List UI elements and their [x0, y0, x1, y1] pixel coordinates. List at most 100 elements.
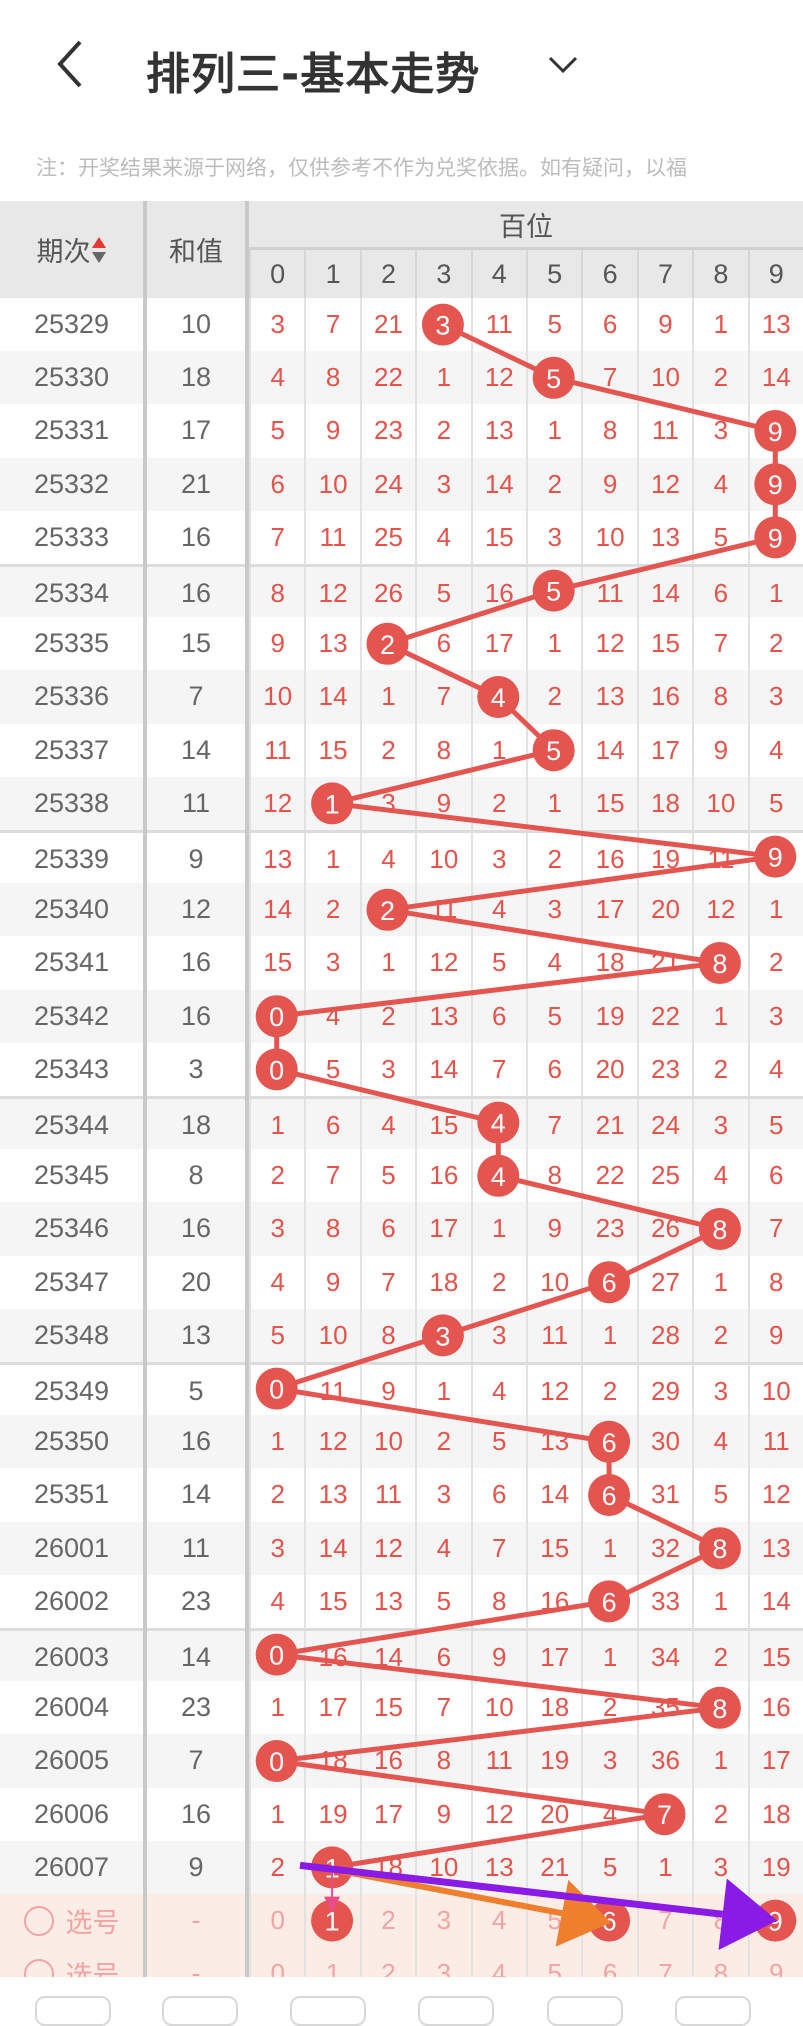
- miss-cell: 3: [692, 404, 747, 458]
- select-toggle[interactable]: 选号: [0, 1894, 143, 1947]
- miss-cell: 7: [304, 1149, 359, 1203]
- sum-cell: 12: [180, 894, 212, 925]
- miss-cell: 2: [747, 617, 803, 671]
- select-digit-1[interactable]: [304, 1894, 359, 1948]
- miss-cell: 1: [747, 567, 803, 621]
- hit-cell: [470, 670, 526, 724]
- select-digit-2[interactable]: 2: [359, 1947, 415, 1977]
- radio-icon[interactable]: [23, 1905, 54, 1936]
- miss-cell: 8: [415, 1734, 470, 1788]
- select-digit-2[interactable]: 2: [359, 1894, 415, 1948]
- select-digit-3[interactable]: 3: [415, 1947, 470, 1977]
- miss-cell: 10: [249, 670, 304, 724]
- miss-cell: 8: [581, 404, 636, 458]
- select-digit-5[interactable]: 5: [526, 1947, 581, 1977]
- table-row: 26006 16 1 19 17 9 12 20 4 2 18: [0, 1787, 803, 1841]
- chevron-left-icon[interactable]: [50, 38, 90, 90]
- select-digit-4[interactable]: 4: [470, 1947, 526, 1977]
- miss-cell: 11: [636, 404, 692, 458]
- miss-cell: 2: [747, 936, 803, 990]
- miss-cell: 12: [470, 1787, 526, 1841]
- miss-cell: 12: [581, 617, 636, 671]
- miss-cell: 1: [526, 617, 581, 671]
- miss-cell: 5: [581, 1840, 636, 1894]
- miss-cell: 2: [470, 1255, 526, 1309]
- select-digit-9[interactable]: 9: [747, 1947, 803, 1977]
- digit-column-header: 4: [470, 250, 526, 298]
- miss-cell: 16: [359, 1734, 415, 1788]
- miss-cell: 8: [304, 1202, 359, 1256]
- miss-cell: 3: [470, 833, 526, 887]
- select-digit-7[interactable]: 7: [636, 1947, 692, 1977]
- chevron-down-icon[interactable]: [546, 52, 580, 76]
- bottom-button[interactable]: [290, 1996, 366, 2026]
- miss-cell: 3: [692, 1840, 747, 1894]
- miss-cell: 2: [526, 833, 581, 887]
- table-row: 25342 16 4 2 13 6 5 19 22 1 3: [0, 989, 803, 1043]
- select-digit-5[interactable]: 5: [526, 1894, 581, 1948]
- miss-cell: 26: [636, 1202, 692, 1256]
- miss-cell: 1: [692, 1574, 747, 1628]
- miss-cell: 3: [692, 1099, 747, 1153]
- period-header[interactable]: 期次: [0, 201, 143, 298]
- table-row: 25334 16 8 12 26 5 16 11 14 6 1: [0, 564, 803, 621]
- period-cell: 26005: [33, 1745, 110, 1776]
- select-toggle[interactable]: 选号: [0, 1947, 143, 1977]
- miss-cell: 1: [470, 1202, 526, 1256]
- miss-cell: 18: [747, 1787, 803, 1841]
- miss-cell: 14: [526, 1468, 581, 1522]
- miss-cell: 7: [415, 1681, 470, 1735]
- select-digit-0[interactable]: 0: [249, 1894, 304, 1948]
- bottom-button[interactable]: [675, 1996, 751, 2026]
- miss-cell: 15: [304, 1574, 359, 1628]
- miss-cell: 2: [470, 776, 526, 830]
- select-digit-1[interactable]: 1: [304, 1947, 359, 1977]
- select-digit-7[interactable]: 7: [636, 1894, 692, 1948]
- miss-cell: 7: [359, 1255, 415, 1309]
- miss-cell: 18: [359, 1840, 415, 1894]
- bottom-button[interactable]: [547, 1996, 623, 2026]
- miss-cell: 6: [249, 457, 304, 511]
- hit-cell: [581, 1255, 636, 1309]
- page-title[interactable]: 排列三-基本走势: [146, 49, 481, 100]
- miss-cell: 14: [747, 1574, 803, 1628]
- miss-cell: 10: [581, 510, 636, 564]
- miss-cell: 9: [304, 1255, 359, 1309]
- select-digit-8[interactable]: 8: [692, 1894, 747, 1948]
- miss-cell: 3: [415, 457, 470, 511]
- bottom-button[interactable]: [35, 1996, 111, 2026]
- period-cell: 25346: [33, 1213, 110, 1244]
- bottom-button[interactable]: [418, 1996, 494, 2026]
- miss-cell: 12: [636, 457, 692, 511]
- miss-cell: 6: [692, 567, 747, 621]
- divider: [249, 247, 803, 250]
- miss-cell: 28: [636, 1308, 692, 1362]
- miss-cell: 8: [747, 1255, 803, 1309]
- select-digit-4[interactable]: 4: [470, 1894, 526, 1948]
- miss-cell: 4: [249, 1255, 304, 1309]
- select-digit-9[interactable]: [747, 1894, 803, 1948]
- period-cell: 25330: [33, 362, 110, 393]
- miss-cell: 25: [359, 510, 415, 564]
- miss-cell: 12: [470, 351, 526, 405]
- digit-column-header: 9: [747, 250, 803, 298]
- select-digit-0[interactable]: 0: [249, 1947, 304, 1977]
- miss-cell: 9: [304, 404, 359, 458]
- bottom-button[interactable]: [162, 1996, 238, 2026]
- table-row: 25330 18 4 8 22 1 12 7 10 2 14: [0, 351, 803, 405]
- table-row: 25346 16 3 8 6 17 1 9 23 26 7: [0, 1202, 803, 1256]
- table-row: 25332 21 6 10 24 3 14 2 9 12 4: [0, 457, 803, 511]
- select-digit-3[interactable]: 3: [415, 1894, 470, 1948]
- select-digit-6[interactable]: 6: [581, 1947, 636, 1977]
- miss-cell: 15: [359, 1681, 415, 1735]
- radio-icon[interactable]: [23, 1958, 54, 1977]
- table-row: 25340 12 14 2 11 4 3 17 20 12 1: [0, 883, 803, 937]
- sum-cell: 16: [180, 1213, 212, 1244]
- table-row: 25351 14 2 13 11 3 6 14 31 5 12: [0, 1468, 803, 1522]
- miss-cell: 16: [470, 567, 526, 621]
- select-digit-8[interactable]: 8: [692, 1947, 747, 1977]
- select-digit-6[interactable]: [581, 1894, 636, 1948]
- miss-cell: 36: [636, 1734, 692, 1788]
- period-cell: 25331: [33, 415, 110, 446]
- sort-icon[interactable]: [91, 235, 107, 265]
